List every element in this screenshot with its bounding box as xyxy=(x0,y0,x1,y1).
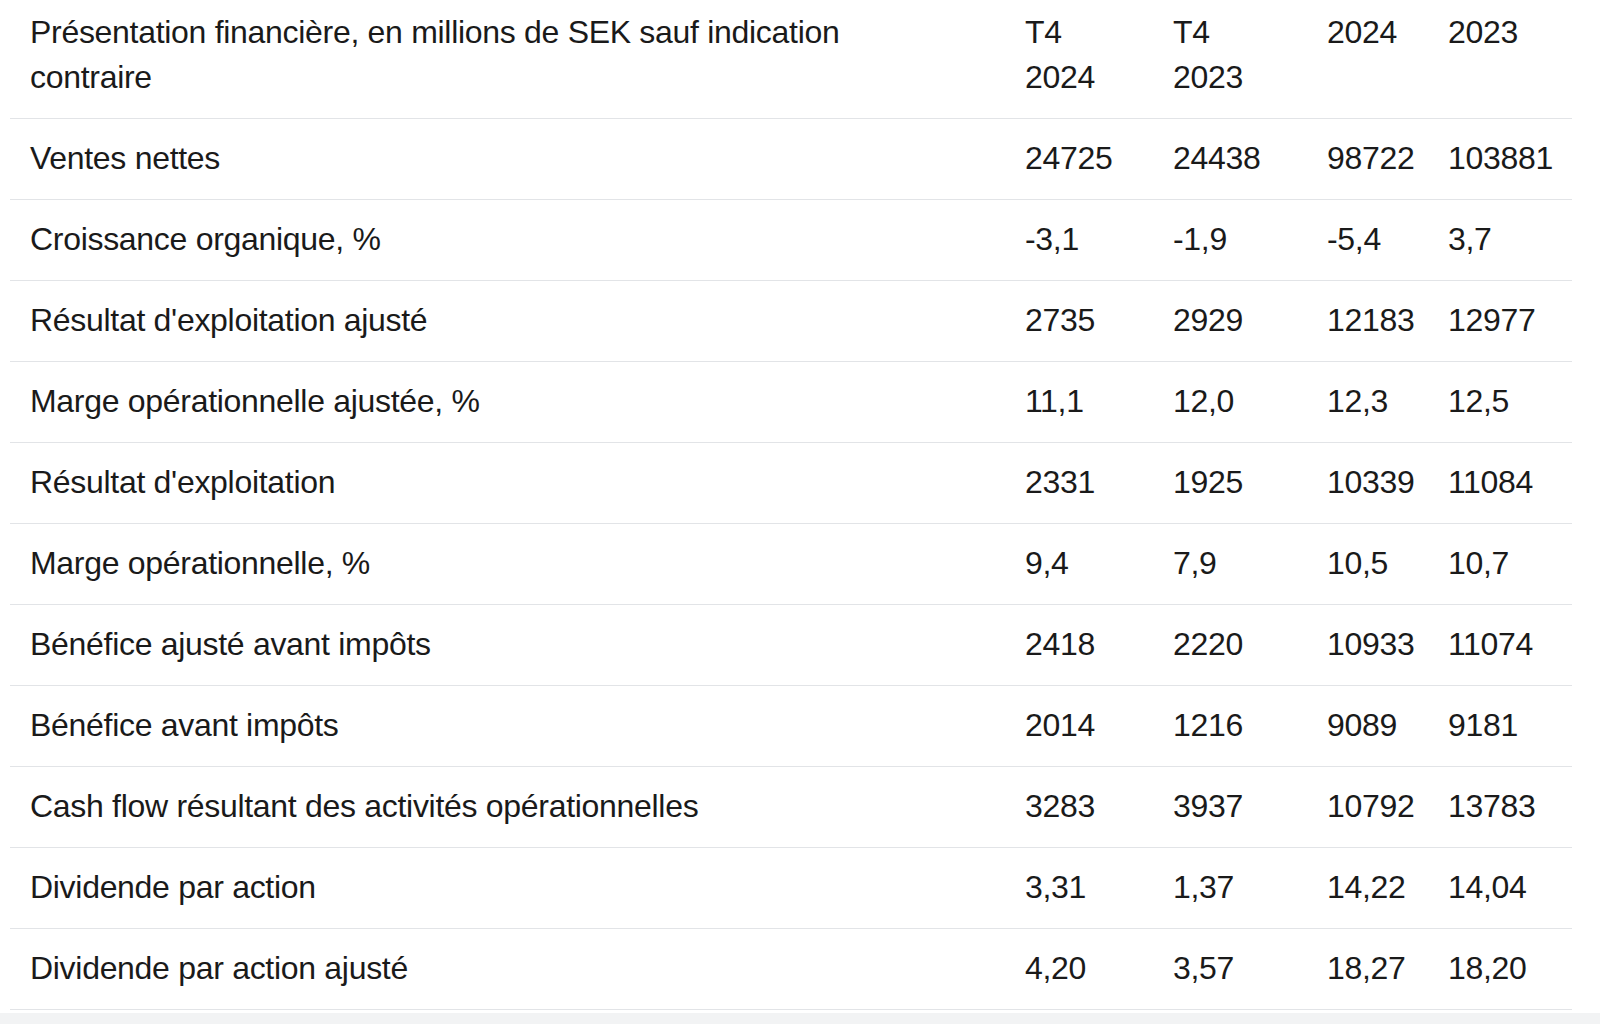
table-header: Présentation financière, en millions de … xyxy=(10,0,1572,118)
table-row: Dividende par action ajusté4,203,5718,27… xyxy=(10,928,1572,1009)
row-value: 18,20 xyxy=(1428,928,1572,1009)
table-row: Cash flow résultant des activités opérat… xyxy=(10,766,1572,847)
row-value: 10792 xyxy=(1307,766,1428,847)
row-value: -5,4 xyxy=(1307,199,1428,280)
table-row: Résultat d'exploitation ajusté2735292912… xyxy=(10,280,1572,361)
row-value: 12,0 xyxy=(1153,361,1307,442)
table-row: Marge opérationnelle, %9,47,910,510,7 xyxy=(10,523,1572,604)
row-value: 3,57 xyxy=(1153,928,1307,1009)
row-value: 7,9 xyxy=(1153,523,1307,604)
column-header-period-4: 2023 xyxy=(1428,0,1572,118)
row-value: 1,37 xyxy=(1153,847,1307,928)
table-row: Marge opérationnelle ajustée, %11,112,01… xyxy=(10,361,1572,442)
row-value: 2331 xyxy=(1005,442,1153,523)
table-row: Ventes nettes247252443898722103881 xyxy=(10,118,1572,199)
row-label: Marge opérationnelle, % xyxy=(10,523,1005,604)
table-body: Ventes nettes247252443898722103881Croiss… xyxy=(10,118,1572,1009)
column-header-period-1: T42024 xyxy=(1005,0,1153,118)
row-value: 11084 xyxy=(1428,442,1572,523)
table-row: Dividende par action3,311,3714,2214,04 xyxy=(10,847,1572,928)
table-title-line2: contraire xyxy=(30,55,1005,100)
row-value: 10339 xyxy=(1307,442,1428,523)
row-value: 98722 xyxy=(1307,118,1428,199)
row-value: 2929 xyxy=(1153,280,1307,361)
row-label: Résultat d'exploitation xyxy=(10,442,1005,523)
row-label: Croissance organique, % xyxy=(10,199,1005,280)
column-header-line: T4 xyxy=(1025,10,1153,55)
row-label: Résultat d'exploitation ajusté xyxy=(10,280,1005,361)
row-label: Ventes nettes xyxy=(10,118,1005,199)
row-label: Cash flow résultant des activités opérat… xyxy=(10,766,1005,847)
row-value: 18,27 xyxy=(1307,928,1428,1009)
row-value: 11074 xyxy=(1428,604,1572,685)
table-title: Présentation financière, en millions de … xyxy=(10,0,1005,118)
row-value: 2014 xyxy=(1005,685,1153,766)
row-label: Marge opérationnelle ajustée, % xyxy=(10,361,1005,442)
column-header-period-2: T42023 xyxy=(1153,0,1307,118)
row-value: 10933 xyxy=(1307,604,1428,685)
row-value: 9181 xyxy=(1428,685,1572,766)
table-row: Croissance organique, %-3,1-1,9-5,43,7 xyxy=(10,199,1572,280)
financial-table: Présentation financière, en millions de … xyxy=(10,0,1572,1010)
row-value: 1216 xyxy=(1153,685,1307,766)
row-value: 14,22 xyxy=(1307,847,1428,928)
row-value: 2735 xyxy=(1005,280,1153,361)
column-header-period-3: 2024 xyxy=(1307,0,1428,118)
row-value: 9,4 xyxy=(1005,523,1153,604)
row-label: Bénéfice avant impôts xyxy=(10,685,1005,766)
financial-report-page: Présentation financière, en millions de … xyxy=(0,0,1600,1024)
row-value: -1,9 xyxy=(1153,199,1307,280)
row-value: 24438 xyxy=(1153,118,1307,199)
row-value: 3,31 xyxy=(1005,847,1153,928)
table-row: Résultat d'exploitation23311925103391108… xyxy=(10,442,1572,523)
row-value: 1925 xyxy=(1153,442,1307,523)
row-label: Dividende par action xyxy=(10,847,1005,928)
row-value: 14,04 xyxy=(1428,847,1572,928)
table-header-row: Présentation financière, en millions de … xyxy=(10,0,1572,118)
column-header-line: 2024 xyxy=(1025,55,1153,100)
column-header-line: T4 xyxy=(1173,10,1307,55)
table-row: Bénéfice avant impôts2014121690899181 xyxy=(10,685,1572,766)
table-row: Bénéfice ajusté avant impôts241822201093… xyxy=(10,604,1572,685)
row-value: 24725 xyxy=(1005,118,1153,199)
row-value: 3,7 xyxy=(1428,199,1572,280)
row-value: 3937 xyxy=(1153,766,1307,847)
row-value: 10,7 xyxy=(1428,523,1572,604)
row-value: 12183 xyxy=(1307,280,1428,361)
row-value: 4,20 xyxy=(1005,928,1153,1009)
row-value: 12,3 xyxy=(1307,361,1428,442)
row-value: -3,1 xyxy=(1005,199,1153,280)
row-value: 2418 xyxy=(1005,604,1153,685)
column-header-line: 2024 xyxy=(1327,10,1428,55)
column-header-line: 2023 xyxy=(1173,55,1307,100)
row-value: 12,5 xyxy=(1428,361,1572,442)
row-value: 11,1 xyxy=(1005,361,1153,442)
row-label: Bénéfice ajusté avant impôts xyxy=(10,604,1005,685)
row-label: Dividende par action ajusté xyxy=(10,928,1005,1009)
row-value: 10,5 xyxy=(1307,523,1428,604)
row-value: 12977 xyxy=(1428,280,1572,361)
row-value: 103881 xyxy=(1428,118,1572,199)
table-title-line1: Présentation financière, en millions de … xyxy=(30,10,1005,55)
row-value: 9089 xyxy=(1307,685,1428,766)
row-value: 2220 xyxy=(1153,604,1307,685)
column-header-line: 2023 xyxy=(1448,10,1572,55)
next-row-peek-strip xyxy=(0,1013,1600,1024)
row-value: 13783 xyxy=(1428,766,1572,847)
row-value: 3283 xyxy=(1005,766,1153,847)
